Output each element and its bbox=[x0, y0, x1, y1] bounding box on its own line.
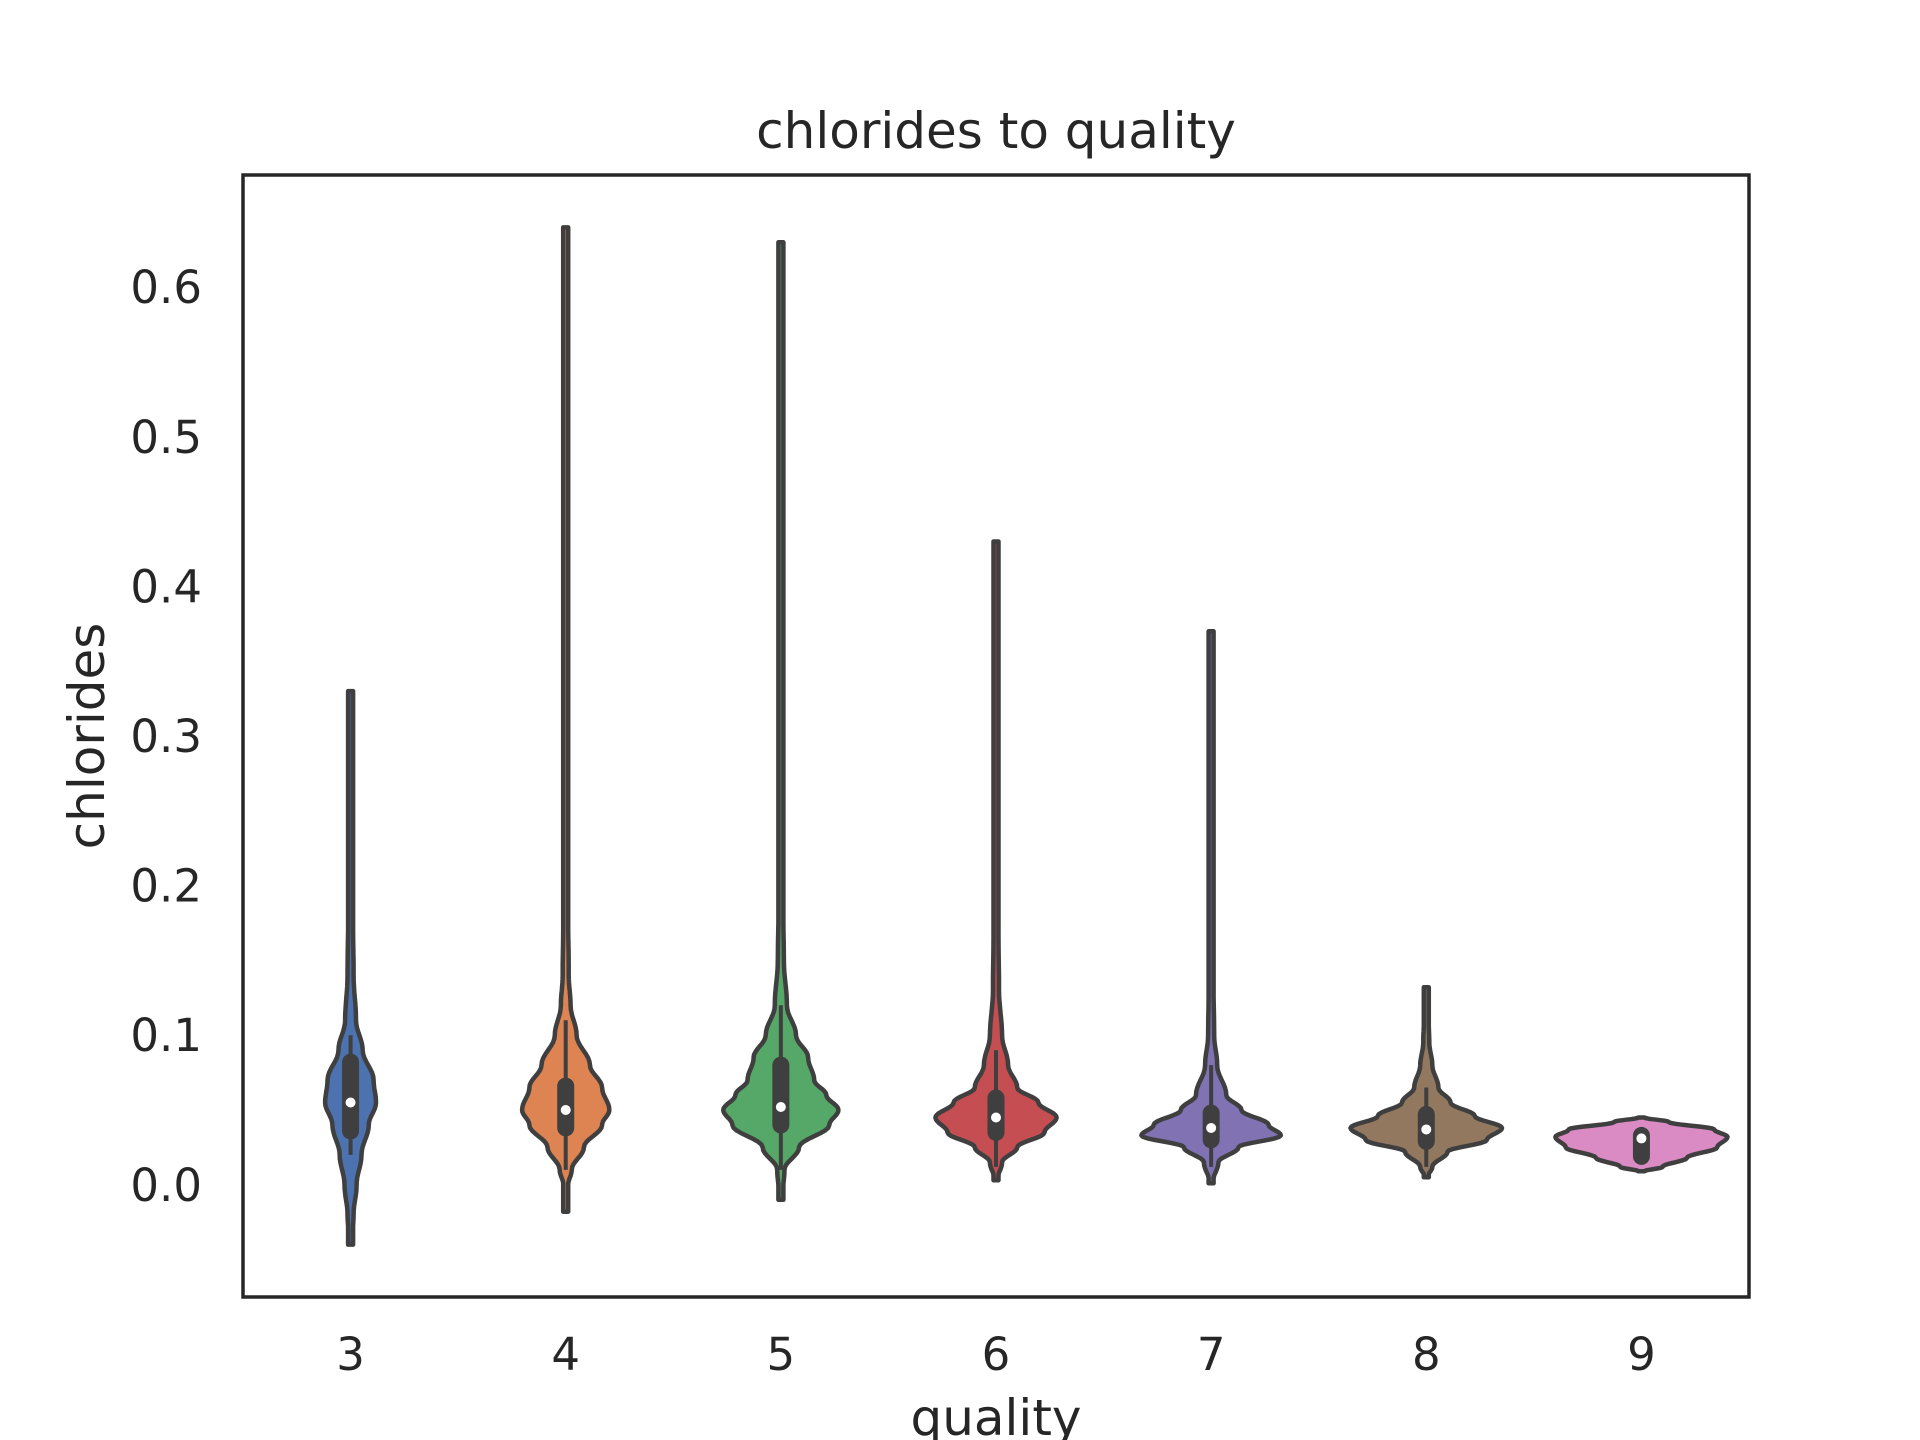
y-tick-label: 0.3 bbox=[130, 710, 202, 763]
x-tick-label: 4 bbox=[551, 1328, 580, 1381]
violin-median-dot bbox=[560, 1105, 571, 1115]
violin-median-dot bbox=[1421, 1124, 1432, 1135]
x-tick-label: 8 bbox=[1412, 1328, 1441, 1381]
y-tick-label: 0.2 bbox=[130, 860, 202, 913]
violin-8 bbox=[1348, 985, 1505, 1180]
violin-4 bbox=[519, 225, 612, 1214]
violins-layer bbox=[322, 225, 1730, 1247]
violin-body bbox=[1139, 629, 1284, 1186]
violin-median-dot bbox=[991, 1112, 1001, 1123]
y-axis-ticks: 0.0 0.1 0.2 0.3 0.4 0.5 0.6 bbox=[130, 261, 202, 1212]
violin-median-dot bbox=[345, 1097, 356, 1108]
violin-body bbox=[322, 688, 379, 1247]
x-tick-label: 3 bbox=[336, 1328, 365, 1381]
x-axis-label: quality bbox=[910, 1389, 1081, 1440]
x-tick-label: 9 bbox=[1627, 1328, 1656, 1381]
y-tick-label: 0.5 bbox=[130, 411, 202, 464]
violin-7 bbox=[1139, 629, 1284, 1186]
violin-3 bbox=[322, 688, 379, 1247]
violin-9 bbox=[1553, 1115, 1730, 1174]
violin-body bbox=[519, 225, 612, 1214]
violin-body bbox=[1348, 985, 1505, 1180]
violin-body bbox=[933, 539, 1059, 1183]
violin-5 bbox=[721, 240, 841, 1203]
violin-median-dot bbox=[775, 1102, 786, 1113]
violin-6 bbox=[933, 539, 1059, 1183]
violin-median-dot bbox=[1636, 1133, 1647, 1144]
y-tick-label: 0.6 bbox=[130, 261, 202, 314]
chart-title: chlorides to quality bbox=[756, 102, 1236, 160]
violin-median-dot bbox=[1206, 1122, 1217, 1133]
y-tick-label: 0.1 bbox=[130, 1009, 202, 1062]
y-tick-label: 0.4 bbox=[130, 560, 202, 613]
violin-body bbox=[721, 240, 841, 1203]
plot-frame bbox=[241, 173, 1751, 1299]
x-tick-label: 7 bbox=[1197, 1328, 1226, 1381]
x-tick-label: 5 bbox=[767, 1328, 796, 1381]
y-axis-label: chlorides bbox=[58, 623, 116, 850]
y-tick-label: 0.0 bbox=[130, 1159, 202, 1212]
x-tick-label: 6 bbox=[982, 1328, 1011, 1381]
x-axis-ticks: 3 4 5 6 7 8 9 bbox=[336, 1328, 1655, 1381]
